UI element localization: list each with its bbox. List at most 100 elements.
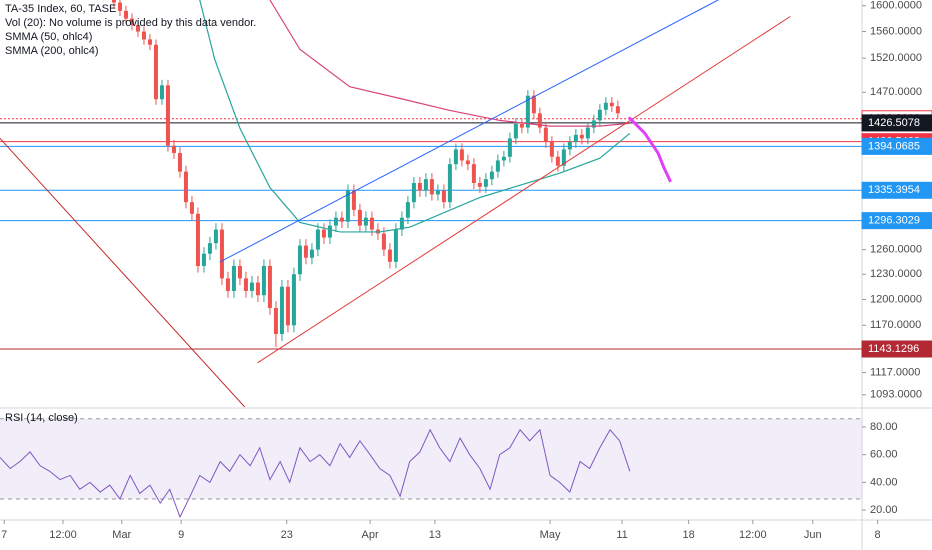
- candle-body: [273, 307, 278, 335]
- candle-body: [615, 106, 620, 114]
- trend-line: [0, 137, 246, 407]
- candle-body: [405, 202, 410, 218]
- candle-body: [351, 190, 356, 210]
- y-tick-label: 1470.0000: [870, 86, 922, 98]
- candle-body: [225, 278, 230, 291]
- y-tick-label: 1170.0000: [870, 319, 921, 331]
- y-tick-label: 1230.0000: [870, 268, 922, 280]
- candle-body: [267, 265, 272, 308]
- candle-body: [159, 85, 164, 100]
- trend-line: [219, 0, 719, 263]
- candle-body: [519, 123, 524, 128]
- rsi-title: RSI (14, close): [5, 412, 78, 424]
- candle-body: [189, 202, 194, 214]
- candle-body: [501, 156, 506, 161]
- candle-body: [393, 229, 398, 262]
- candle-body: [561, 149, 566, 166]
- candle-body: [453, 149, 458, 165]
- candle-body: [543, 127, 548, 143]
- x-tick-label: Apr: [362, 529, 379, 541]
- rsi-pane: [0, 418, 862, 519]
- candle-body: [135, 25, 140, 32]
- x-tick-label: 13: [429, 529, 441, 541]
- candle-body: [279, 286, 284, 335]
- y-tick-label: 80.00: [870, 421, 898, 433]
- legend-entry: SMMA (50, ohlc4): [5, 31, 92, 43]
- candle-body: [423, 179, 428, 191]
- smma-line: [199, 0, 631, 233]
- candle-body: [459, 149, 464, 161]
- candle-body: [417, 182, 422, 191]
- candle-body: [483, 179, 488, 187]
- candle-body: [219, 229, 224, 279]
- candle-body: [129, 18, 134, 26]
- x-tick-label: 11: [616, 529, 627, 541]
- y-tick-label: 1600.0000: [870, 0, 922, 12]
- candle-body: [183, 171, 188, 203]
- y-tick-label: 1520.0000: [870, 52, 922, 64]
- price-level-box: [861, 181, 932, 199]
- candle-body: [573, 134, 578, 143]
- candle-body: [255, 282, 260, 296]
- x-tick-label: 9: [178, 529, 184, 541]
- y-tick-label: 40.00: [870, 476, 898, 488]
- candle-body: [231, 265, 236, 291]
- candle-body: [441, 190, 446, 203]
- candle-body: [435, 190, 440, 195]
- candle-body: [315, 229, 320, 250]
- candle-body: [123, 10, 128, 19]
- y-tick-label: 60.00: [870, 449, 898, 461]
- candle-body: [429, 179, 434, 195]
- candle-body: [309, 249, 314, 258]
- candle-body: [567, 142, 572, 150]
- candle-body: [477, 182, 482, 187]
- candle-body: [387, 249, 392, 262]
- candle-body: [609, 102, 614, 107]
- x-tick-label: Jun: [804, 529, 822, 541]
- chart-title: TA-35 Index, 60, TASE: [5, 3, 116, 15]
- price-level-label: 1296.3029: [868, 215, 920, 227]
- candle-body: [465, 160, 470, 165]
- trend-line: [628, 116, 672, 183]
- candle-body: [369, 217, 374, 230]
- candle-body: [399, 217, 404, 230]
- smma-line: [269, 0, 630, 127]
- candle-body: [591, 120, 596, 128]
- candle-body: [117, 2, 122, 11]
- candle-body: [513, 123, 518, 139]
- candle-body: [447, 164, 452, 203]
- candle-body: [321, 229, 326, 238]
- price-level-box: [861, 340, 932, 358]
- candle-body: [531, 95, 536, 114]
- candle-body: [291, 274, 296, 326]
- x-tick-label: 12:00: [739, 529, 767, 541]
- candle-body: [339, 217, 344, 222]
- candle-body: [525, 95, 530, 128]
- candle-body: [261, 265, 266, 296]
- candle-body: [285, 286, 290, 326]
- x-tick-label: 18: [683, 529, 695, 541]
- chart-subtitle: Vol (20): No volume is provided by this …: [5, 17, 256, 29]
- y-tick-label: 1260.0000: [870, 244, 922, 256]
- candle-body: [363, 217, 368, 226]
- candle-body: [207, 243, 212, 254]
- candle-body: [603, 102, 608, 110]
- candle-body: [333, 217, 338, 226]
- candle-body: [171, 145, 176, 154]
- y-tick-label: 1560.0000: [870, 25, 922, 37]
- x-tick-label: Mar: [112, 529, 131, 541]
- candle-body: [597, 109, 602, 121]
- price-pane: [0, 0, 862, 407]
- candle-body: [213, 229, 218, 244]
- candle-body: [111, 0, 116, 3]
- candle-body: [237, 265, 242, 279]
- legend-entry: SMMA (200, ohlc4): [5, 45, 99, 57]
- candle-body: [177, 153, 182, 172]
- candle-body: [147, 39, 152, 45]
- price-level-label: 1394.0685: [868, 140, 920, 152]
- candle-body: [585, 127, 590, 139]
- candle-body: [165, 85, 170, 146]
